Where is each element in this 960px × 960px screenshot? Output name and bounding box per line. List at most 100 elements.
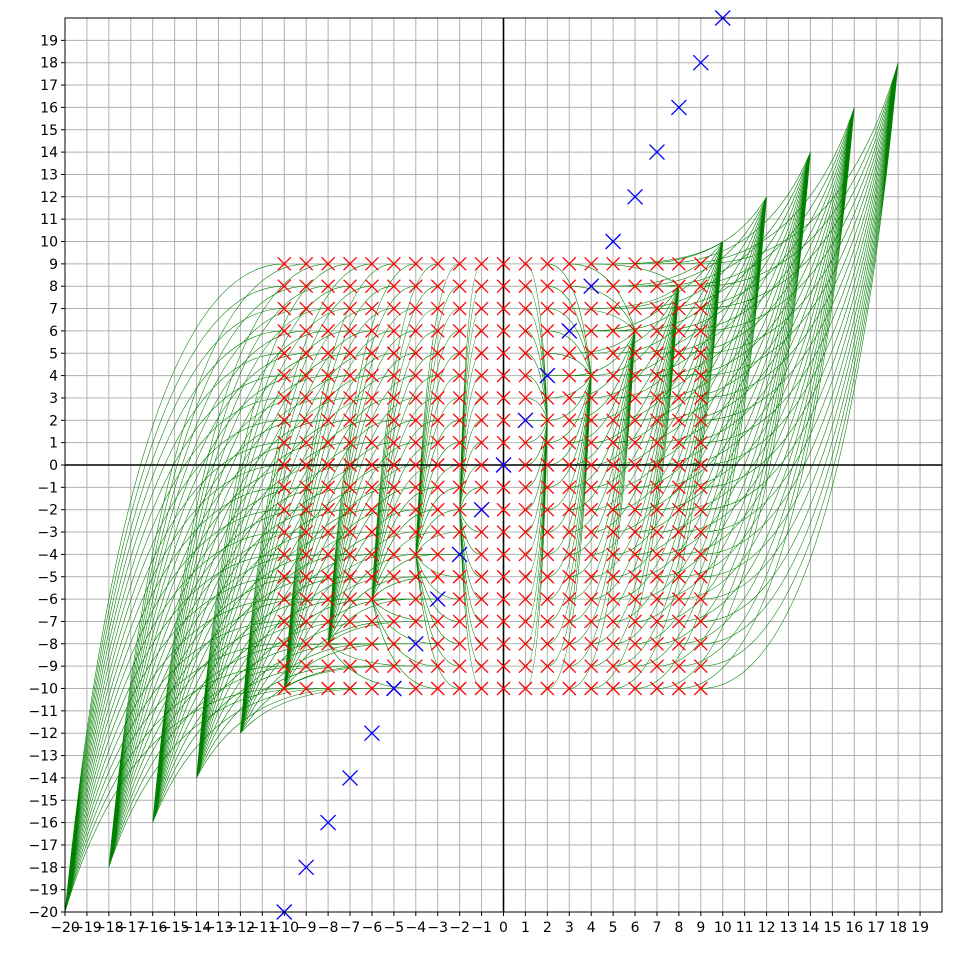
source-point [650,681,664,696]
source-point [540,569,555,584]
source-point [671,435,686,450]
diagonal-point [495,457,512,473]
source-point [452,525,467,540]
x-tick-label: 18 [889,920,907,936]
source-point [518,614,533,629]
source-point [408,390,423,405]
y-tick-label: −1 [37,480,58,496]
diagonal-point [605,233,622,250]
source-point [671,592,686,607]
source-point [277,346,292,361]
source-point [408,592,423,607]
source-point [452,279,467,294]
source-point [671,502,686,517]
y-tick-label: 6 [49,324,58,340]
source-point [321,659,336,674]
source-point [562,569,577,584]
source-point [628,301,643,316]
source-point [386,614,401,629]
x-tick-label: 11 [736,920,754,936]
x-tick-label: −16 [138,920,168,936]
source-point [518,681,533,696]
source-point [452,592,467,607]
source-point [452,435,467,450]
y-tick-label: 2 [49,413,58,429]
source-point [430,636,445,651]
source-point [277,413,292,428]
x-tick-label: −7 [340,920,361,936]
x-tick-label: 5 [609,920,618,936]
source-point [364,659,379,674]
source-point [518,458,533,472]
source-point [584,323,599,338]
diagonal-markers [276,10,731,920]
source-point [408,547,423,562]
source-point [540,659,555,674]
source-point [540,413,555,428]
source-point [562,614,577,629]
y-tick-label: 7 [49,302,58,318]
source-point [650,547,664,562]
y-tick-label: 15 [40,123,58,139]
source-point [671,681,686,696]
source-point [408,279,423,294]
source-point [343,614,357,629]
source-point [474,301,489,316]
source-point [452,636,467,651]
source-point [540,323,555,338]
y-tick-label: −2 [37,503,58,519]
source-point [518,547,533,562]
y-tick-label: 4 [49,369,58,385]
source-point [650,636,664,651]
source-point [562,435,577,450]
source-point [364,569,379,584]
source-point [386,256,401,271]
x-tick-label: 19 [911,920,929,936]
x-tick-label: −20 [50,920,80,936]
x-tick-label: −9 [296,920,317,936]
source-point [628,681,643,696]
source-point [386,502,401,517]
source-point [584,368,599,383]
x-tick-label: −3 [427,920,448,936]
source-point [474,256,489,271]
source-point [671,413,686,428]
source-point [584,569,599,584]
source-point [299,636,314,651]
x-tick-label: 12 [758,920,776,936]
source-point [452,569,467,584]
source-point [386,279,401,294]
source-point [540,547,555,562]
source-point [650,323,664,338]
source-point [584,458,599,472]
source-point [650,614,664,629]
curves-layer [64,62,899,913]
diagonal-point [385,680,402,697]
source-point [693,368,708,383]
source-point [650,368,664,383]
source-point [386,346,401,361]
x-tick-label: 4 [587,920,596,936]
source-point [430,256,445,271]
source-point [430,368,445,383]
source-point [343,502,357,517]
source-point [277,569,292,584]
x-tick-label: 10 [714,920,732,936]
source-point [299,569,314,584]
source-point [430,390,445,405]
source-point [277,681,292,696]
source-point [277,368,292,383]
source-point [540,301,555,316]
source-point [474,368,489,383]
source-point [496,256,511,271]
source-point [540,592,555,607]
source-point [299,323,314,338]
source-point [452,614,467,629]
source-point [606,435,621,450]
y-tick-label: 19 [40,33,58,49]
source-point [474,569,489,584]
source-point [343,279,357,294]
source-point [474,346,489,361]
source-point [540,614,555,629]
source-point [277,390,292,405]
